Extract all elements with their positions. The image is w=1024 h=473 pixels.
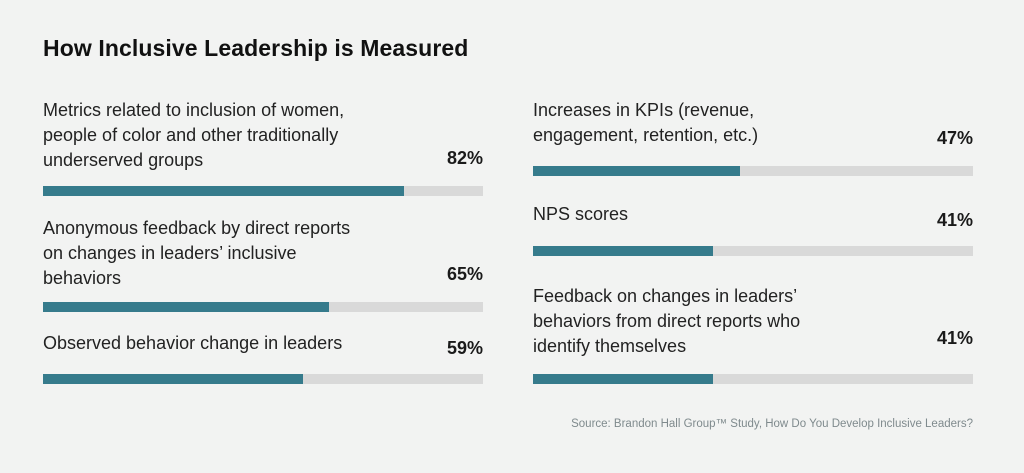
bar-fill (533, 374, 714, 384)
bar-value-label: 47% (936, 128, 973, 148)
bar-label: Observed behavior change in leaders (43, 333, 343, 353)
bar-value-label: 65% (446, 264, 483, 284)
bar-fill (533, 246, 714, 256)
bar-track (43, 374, 483, 384)
bar-value-label: 59% (446, 338, 483, 358)
bar-fill (43, 186, 404, 196)
bar-fill (533, 166, 740, 176)
bar-track (43, 302, 483, 312)
bar-fill (43, 374, 303, 384)
bar-value-label: 41% (936, 210, 973, 230)
source-note: Source: Brandon Hall Group™ Study, How D… (571, 418, 973, 430)
chart-title: How Inclusive Leadership is Measured (43, 35, 469, 61)
bar-label: Increases in KPIs (revenue, engagement, … (533, 100, 759, 145)
bar-track (533, 166, 973, 176)
bar-track (533, 246, 973, 256)
bar-track (43, 186, 483, 196)
bar-label: NPS scores (533, 204, 629, 224)
bar-track (533, 374, 973, 384)
bar-fill (43, 302, 329, 312)
bar-label: Metrics related to inclusion of women, p… (43, 100, 345, 170)
bar-value-label: 41% (936, 328, 973, 348)
bar-label: Feedback on changes in leaders’ behavior… (533, 286, 801, 356)
bar-label: Anonymous feedback by direct reports on … (43, 218, 351, 288)
bar-value-label: 82% (446, 148, 483, 168)
